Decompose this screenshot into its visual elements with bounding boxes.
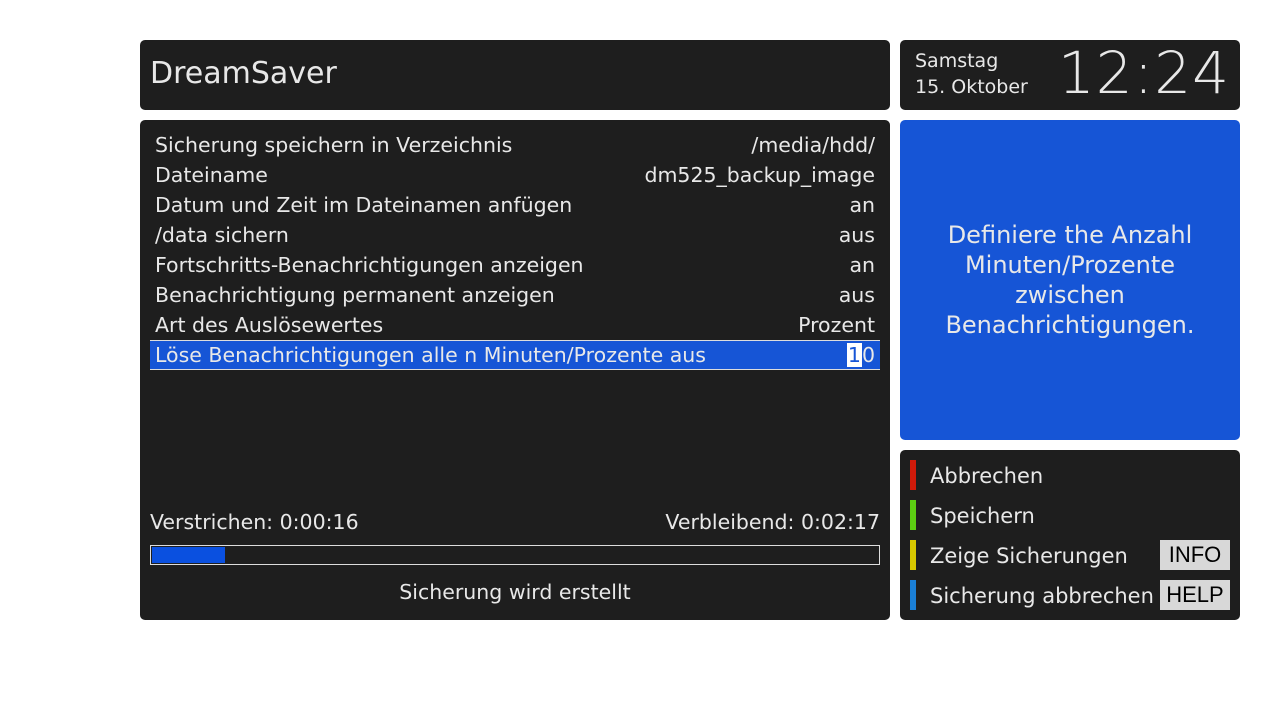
setting-value: an bbox=[849, 253, 875, 277]
setting-label: Art des Auslösewertes bbox=[155, 313, 384, 337]
elapsed-time: Verstrichen: 0:00:16 bbox=[150, 510, 359, 534]
date: 15. Oktober bbox=[915, 76, 1028, 98]
time: 12:24 bbox=[1057, 39, 1230, 107]
help-panel: Definiere the Anzahl Minuten/Prozente zw… bbox=[900, 120, 1240, 440]
settings-panel: Sicherung speichern in Verzeichnis/media… bbox=[140, 120, 890, 620]
clock-panel: Samstag 15. Oktober 12:24 bbox=[900, 39, 1240, 110]
app-title: DreamSaver bbox=[150, 56, 337, 91]
setting-row-permanent-notification[interactable]: Benachrichtigung permanent anzeigen aus bbox=[150, 280, 880, 310]
key-label: Abbrechen bbox=[930, 464, 1044, 488]
blue-key-abort-backup[interactable]: Sicherung abbrechen HELP bbox=[910, 580, 1230, 610]
setting-row-progress-notifications[interactable]: Fortschritts-Benachrichtigungen anzeigen… bbox=[150, 250, 880, 280]
title-bar: DreamSaver bbox=[140, 40, 890, 110]
text-cursor: 1 bbox=[846, 343, 862, 367]
setting-label: Fortschritts-Benachrichtigungen anzeigen bbox=[155, 253, 584, 277]
help-text: Definiere the Anzahl Minuten/Prozente zw… bbox=[945, 221, 1195, 339]
remaining-time: Verbleibend: 0:02:17 bbox=[665, 510, 880, 534]
setting-row-filename[interactable]: Dateiname dm525_backup_image bbox=[150, 160, 880, 190]
status-text: Sicherung wird erstellt bbox=[399, 580, 631, 604]
setting-row-backup-data[interactable]: /data sichern aus bbox=[150, 220, 880, 250]
setting-value: an bbox=[849, 193, 875, 217]
setting-row-trigger-interval[interactable]: Löse Benachrichtigungen alle n Minuten/P… bbox=[150, 340, 880, 370]
progress-bar bbox=[150, 545, 880, 565]
info-button[interactable]: INFO bbox=[1160, 540, 1230, 570]
setting-value: /media/hdd/ bbox=[751, 133, 875, 157]
key-label: Speichern bbox=[930, 504, 1035, 528]
setting-row-trigger-type[interactable]: Art des Auslösewertes Prozent bbox=[150, 310, 880, 340]
setting-value: aus bbox=[838, 283, 875, 307]
blue-key-icon bbox=[910, 580, 916, 610]
progress-fill bbox=[152, 547, 225, 563]
setting-value-input[interactable]: 10 bbox=[846, 341, 875, 369]
setting-label: Löse Benachrichtigungen alle n Minuten/P… bbox=[155, 343, 706, 367]
setting-label: /data sichern bbox=[155, 223, 289, 247]
setting-label: Datum und Zeit im Dateinamen anfügen bbox=[155, 193, 573, 217]
value-rest: 0 bbox=[861, 343, 875, 367]
yellow-key-show-backups[interactable]: Zeige Sicherungen INFO bbox=[910, 540, 1230, 570]
setting-row-append-date[interactable]: Datum und Zeit im Dateinamen anfügen an bbox=[150, 190, 880, 220]
key-label: Sicherung abbrechen bbox=[930, 584, 1154, 608]
yellow-key-icon bbox=[910, 540, 916, 570]
setting-label: Benachrichtigung permanent anzeigen bbox=[155, 283, 555, 307]
red-key-icon bbox=[910, 460, 916, 490]
setting-value: dm525_backup_image bbox=[644, 163, 875, 187]
help-button[interactable]: HELP bbox=[1160, 580, 1230, 610]
green-key-icon bbox=[910, 500, 916, 530]
green-key-save[interactable]: Speichern bbox=[910, 500, 1230, 530]
color-keys-panel: Abbrechen Speichern Zeige Sicherungen INF… bbox=[900, 450, 1240, 620]
red-key-cancel[interactable]: Abbrechen bbox=[910, 460, 1230, 490]
weekday: Samstag bbox=[915, 50, 999, 72]
setting-value: Prozent bbox=[798, 313, 875, 337]
key-label: Zeige Sicherungen bbox=[930, 544, 1128, 568]
setting-label: Sicherung speichern in Verzeichnis bbox=[155, 133, 513, 157]
setting-row-directory[interactable]: Sicherung speichern in Verzeichnis/media… bbox=[150, 130, 880, 160]
setting-label: Dateiname bbox=[155, 163, 268, 187]
setting-value: aus bbox=[838, 223, 875, 247]
